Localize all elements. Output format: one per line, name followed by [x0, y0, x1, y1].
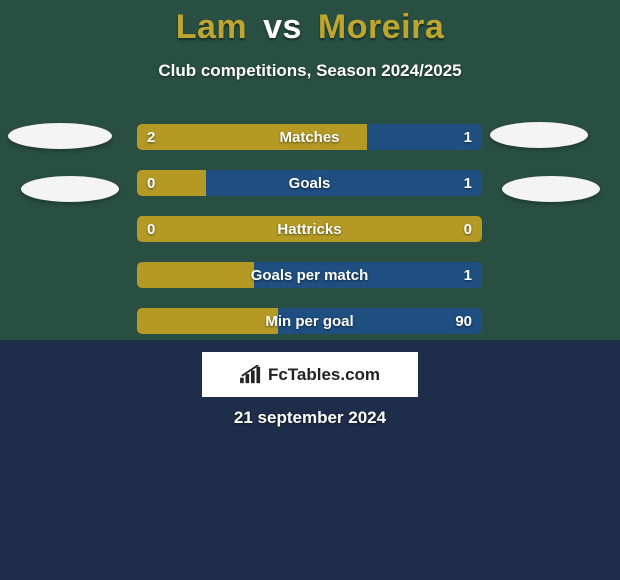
subtitle: Club competitions, Season 2024/2025: [0, 61, 620, 81]
stat-value-right: 1: [464, 170, 472, 196]
player-b-name: Moreira: [318, 8, 444, 46]
avatar-left: [21, 176, 119, 202]
stat-value-right: 0: [464, 216, 472, 242]
bar-right-fill: [278, 308, 482, 334]
player-a-name: Lam: [176, 8, 247, 46]
title: Lam vs Moreira: [0, 8, 620, 47]
stat-row: Hattricks00: [137, 216, 482, 242]
stat-value-right: 90: [455, 308, 472, 334]
stat-value-left: 2: [147, 124, 155, 150]
stat-value-right: 1: [464, 124, 472, 150]
stat-row: Min per goal90: [137, 308, 482, 334]
avatar-right: [502, 176, 600, 202]
vs-text: vs: [263, 8, 302, 46]
date-text: 21 september 2024: [0, 408, 620, 428]
stat-value-left: 0: [147, 216, 155, 242]
brand-box: FcTables.com: [202, 352, 418, 397]
stat-value-left: 0: [147, 170, 155, 196]
brand-text: FcTables.com: [268, 365, 380, 385]
brand-chart-icon: [240, 365, 262, 385]
bar-right-fill: [206, 170, 482, 196]
stat-row: Matches21: [137, 124, 482, 150]
bar-left-fill: [137, 262, 254, 288]
stat-row: Goals per match1: [137, 262, 482, 288]
comparison-card: Lam vs Moreira Club competitions, Season…: [0, 0, 620, 580]
stat-value-right: 1: [464, 262, 472, 288]
bar-right-fill: [254, 262, 482, 288]
avatar-right: [490, 122, 588, 148]
avatar-left: [8, 123, 112, 149]
bar-left-fill: [137, 124, 367, 150]
stat-bars: Matches21Goals01Hattricks00Goals per mat…: [137, 124, 482, 354]
bar-left-fill: [137, 216, 482, 242]
bar-left-fill: [137, 308, 278, 334]
stat-row: Goals01: [137, 170, 482, 196]
